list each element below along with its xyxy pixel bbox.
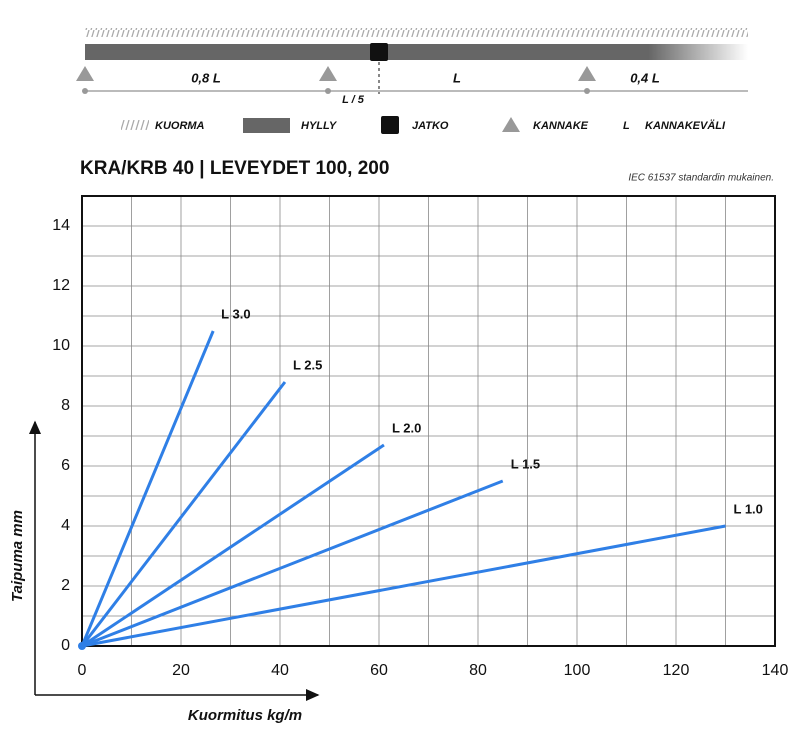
x-tick-label: 0 [78, 662, 87, 679]
chart-title: KRA/KRB 40 | LEVEYDET 100, 200 [80, 158, 389, 179]
series-label: L 2.0 [392, 420, 421, 435]
legend-symbol: L [623, 120, 630, 132]
legend-label: JATKO [412, 120, 449, 132]
load-hatch [85, 28, 748, 37]
span-label: L [453, 70, 461, 85]
shelf-bar [85, 44, 748, 60]
splice-box [370, 43, 388, 61]
span-label: 0,4 L [630, 70, 660, 85]
support [319, 66, 337, 81]
support [578, 66, 596, 81]
x-tick-label: 80 [469, 662, 487, 679]
y-tick-label: 2 [61, 577, 70, 594]
x-tick-label: 60 [370, 662, 388, 679]
legend-label: KANNAKEVÄLI [645, 119, 726, 132]
y-tick-label: 0 [61, 637, 70, 654]
series-label: L 1.5 [511, 456, 540, 471]
x-tick-label: 20 [172, 662, 190, 679]
annotation: IEC 61537 standardin mukainen. [628, 173, 774, 184]
legend-shelf [243, 118, 290, 133]
series-label: L 1.0 [734, 501, 763, 516]
support [76, 66, 94, 81]
x-tick-label: 120 [663, 662, 690, 679]
legend-label: KUORMA [155, 120, 205, 132]
splice-label: L / 5 [342, 94, 365, 106]
series-line [80, 381, 287, 647]
legend-hatch [121, 120, 149, 130]
span-label: 0,8 L [191, 70, 221, 85]
y-tick-label: 6 [61, 457, 70, 474]
plot-frame [81, 195, 776, 647]
y-tick-label: 12 [52, 277, 70, 294]
series-line [80, 330, 215, 647]
series-line [81, 524, 726, 648]
y-tick-label: 10 [52, 337, 70, 354]
beam-diagram: 0,8 L L 0,4 L L / 5 KUORMA HYLLY JATKO K… [76, 28, 748, 134]
series-line [81, 479, 504, 648]
y-tick-label: 4 [61, 517, 70, 534]
x-tick-label: 140 [762, 662, 789, 679]
origin-dot [78, 642, 86, 650]
series-line [81, 443, 385, 648]
span-dot [82, 88, 88, 94]
legend-support [502, 117, 520, 132]
series-label: L 2.5 [293, 357, 322, 372]
legend-label: HYLLY [301, 120, 338, 132]
legend-splice [381, 116, 399, 134]
legend-label: KANNAKE [533, 120, 589, 132]
span-dot [325, 88, 331, 94]
series-label: L 3.0 [221, 306, 250, 321]
span-dot [584, 88, 590, 94]
x-axis-label: Kuormitus kg/m [188, 707, 302, 724]
x-tick-label: 40 [271, 662, 289, 679]
x-tick-label: 100 [564, 662, 591, 679]
y-tick-label: 14 [52, 217, 70, 234]
y-axis-label: Taipuma mm [9, 510, 26, 602]
y-tick-label: 8 [61, 397, 70, 414]
